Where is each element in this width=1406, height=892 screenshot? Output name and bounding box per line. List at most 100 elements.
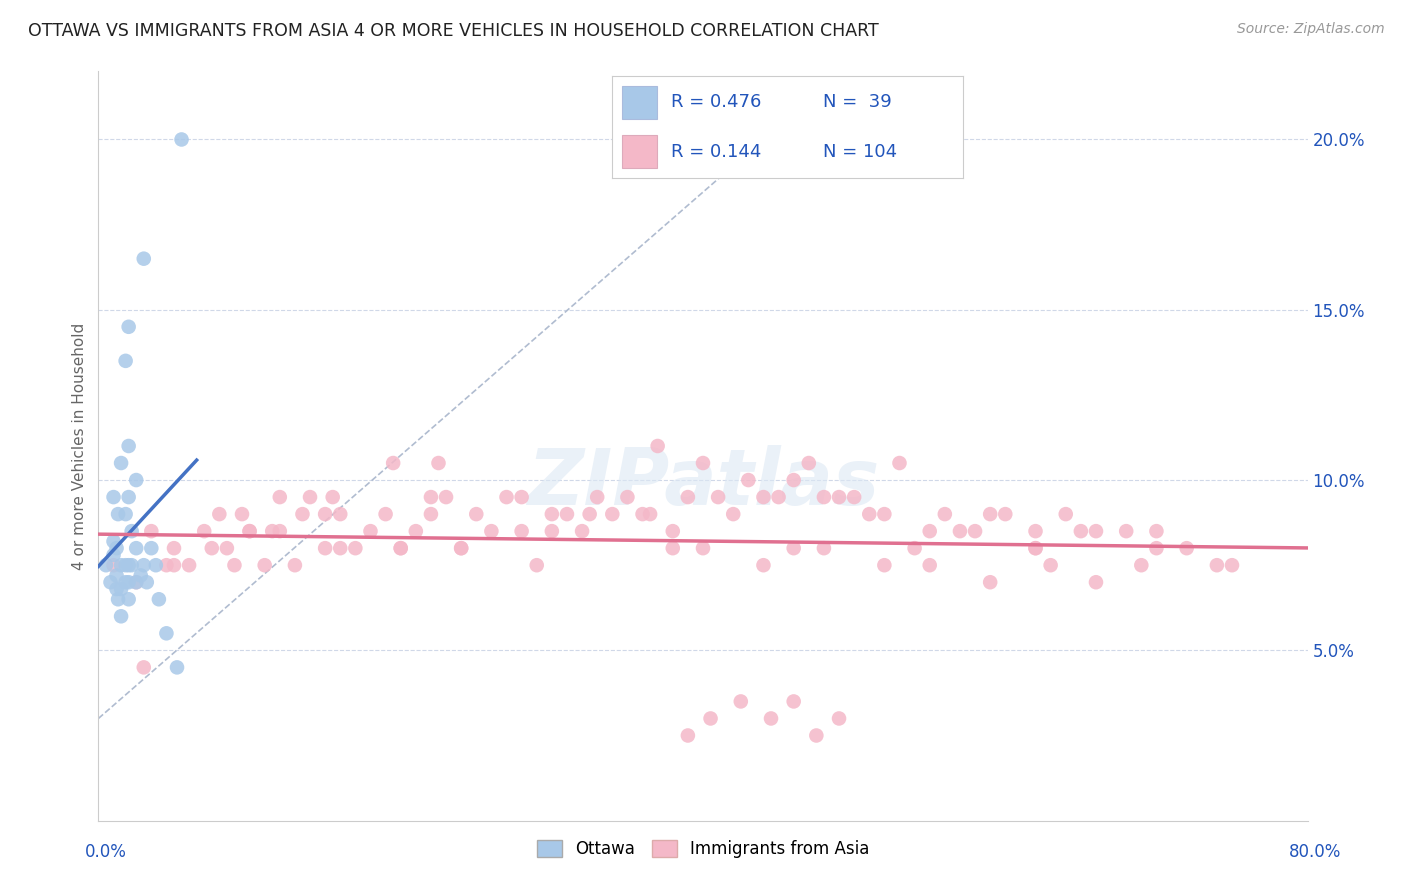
Bar bbox=[621, 136, 657, 168]
Point bbox=[586, 490, 609, 504]
Point bbox=[602, 507, 624, 521]
Point bbox=[291, 507, 314, 521]
Legend: Ottawa, Immigrants from Asia: Ottawa, Immigrants from Asia bbox=[530, 833, 876, 864]
Point bbox=[638, 507, 661, 521]
Point bbox=[118, 558, 141, 573]
Point bbox=[103, 490, 125, 504]
Point bbox=[578, 507, 600, 521]
Point bbox=[224, 558, 246, 573]
Point bbox=[844, 490, 866, 504]
Point bbox=[132, 252, 155, 266]
Point bbox=[314, 541, 336, 556]
Point bbox=[676, 729, 699, 743]
Point bbox=[450, 541, 472, 556]
Point bbox=[616, 490, 638, 504]
Point bbox=[783, 694, 806, 708]
Point bbox=[155, 558, 177, 573]
Point bbox=[1024, 541, 1046, 556]
Point bbox=[1220, 558, 1243, 573]
Point bbox=[145, 558, 167, 573]
Point bbox=[344, 541, 367, 556]
Point bbox=[405, 524, 427, 538]
Text: OTTAWA VS IMMIGRANTS FROM ASIA 4 OR MORE VEHICLES IN HOUSEHOLD CORRELATION CHART: OTTAWA VS IMMIGRANTS FROM ASIA 4 OR MORE… bbox=[28, 22, 879, 40]
Point bbox=[420, 507, 443, 521]
Point bbox=[239, 524, 262, 538]
Text: Source: ZipAtlas.com: Source: ZipAtlas.com bbox=[1237, 22, 1385, 37]
Point bbox=[979, 507, 1001, 521]
Point bbox=[631, 507, 654, 521]
Point bbox=[125, 575, 148, 590]
Point bbox=[215, 541, 238, 556]
Point bbox=[759, 711, 782, 725]
Point bbox=[322, 490, 344, 504]
Text: R = 0.144: R = 0.144 bbox=[672, 143, 762, 161]
Point bbox=[571, 524, 593, 538]
Point bbox=[114, 354, 136, 368]
Point bbox=[737, 473, 759, 487]
Point bbox=[540, 524, 562, 538]
Point bbox=[314, 507, 336, 521]
Point bbox=[105, 541, 128, 556]
Y-axis label: 4 or more Vehicles in Household: 4 or more Vehicles in Household bbox=[72, 322, 87, 570]
Point bbox=[179, 558, 201, 573]
Point bbox=[783, 541, 806, 556]
Point bbox=[873, 507, 896, 521]
Point bbox=[118, 439, 141, 453]
Point bbox=[193, 524, 215, 538]
Point bbox=[163, 558, 186, 573]
Point bbox=[699, 711, 721, 725]
Point bbox=[873, 558, 896, 573]
Point bbox=[465, 507, 488, 521]
Point bbox=[389, 541, 412, 556]
Point bbox=[125, 575, 148, 590]
Point bbox=[555, 507, 578, 521]
Point bbox=[121, 558, 143, 573]
Point bbox=[1039, 558, 1062, 573]
Point bbox=[329, 507, 352, 521]
Point bbox=[858, 507, 880, 521]
Point bbox=[994, 507, 1017, 521]
Point bbox=[94, 558, 117, 573]
Point bbox=[239, 524, 262, 538]
Point bbox=[125, 473, 148, 487]
Point bbox=[661, 541, 683, 556]
Point bbox=[269, 524, 291, 538]
Point bbox=[647, 439, 669, 453]
Point bbox=[420, 490, 443, 504]
Point bbox=[389, 541, 412, 556]
Point bbox=[141, 541, 163, 556]
Point bbox=[965, 524, 987, 538]
Point bbox=[692, 541, 714, 556]
Point bbox=[135, 575, 157, 590]
Point bbox=[495, 490, 517, 504]
Point bbox=[918, 558, 941, 573]
Point bbox=[163, 541, 186, 556]
Point bbox=[806, 729, 828, 743]
Text: N =  39: N = 39 bbox=[823, 94, 891, 112]
Text: 0.0%: 0.0% bbox=[84, 843, 127, 861]
Point bbox=[103, 548, 125, 562]
Point bbox=[208, 507, 231, 521]
Point bbox=[889, 456, 911, 470]
Point bbox=[132, 558, 155, 573]
Point bbox=[103, 558, 125, 573]
Point bbox=[114, 558, 136, 573]
Point bbox=[110, 582, 132, 596]
Point bbox=[103, 534, 125, 549]
Point bbox=[155, 626, 177, 640]
Point bbox=[100, 575, 122, 590]
Point bbox=[118, 490, 141, 504]
Point bbox=[723, 507, 745, 521]
Point bbox=[783, 473, 806, 487]
Point bbox=[510, 524, 533, 538]
Point bbox=[1085, 524, 1108, 538]
Point bbox=[934, 507, 956, 521]
Point bbox=[752, 558, 775, 573]
Point bbox=[374, 507, 396, 521]
Point bbox=[797, 456, 820, 470]
Point bbox=[118, 592, 141, 607]
Point bbox=[114, 575, 136, 590]
Point bbox=[170, 132, 193, 146]
Point bbox=[692, 456, 714, 470]
Point bbox=[1070, 524, 1092, 538]
